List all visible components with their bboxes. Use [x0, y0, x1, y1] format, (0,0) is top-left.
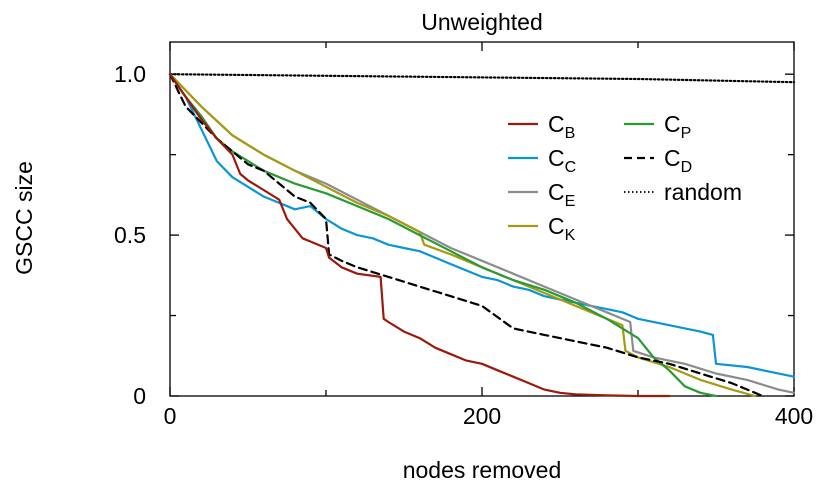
- x-tick-label: 400: [775, 403, 813, 429]
- y-tick-label: 1.0: [114, 61, 146, 87]
- series-line-c-d: [168, 73, 764, 398]
- legend-label-subscript: D: [681, 159, 693, 176]
- y-tick-label: 0.5: [114, 222, 146, 248]
- legend-label-c-k: CK: [548, 213, 576, 244]
- legend-label-c-b: CB: [548, 111, 575, 142]
- legend-label-c-d: CD: [664, 145, 692, 176]
- legend-label-random: random: [664, 179, 742, 205]
- legend-label-main: C: [664, 145, 681, 171]
- plot-frame: [169, 41, 795, 397]
- legend-label-subscript: B: [565, 125, 576, 142]
- chart-title: Unweighted: [421, 9, 542, 35]
- legend-label-c-c: CC: [548, 145, 576, 176]
- series-line-c-p: [168, 73, 718, 398]
- series-line-c-e: [168, 73, 796, 394]
- legend-label-subscript: C: [565, 159, 577, 176]
- legend-label-subscript: E: [565, 193, 576, 210]
- series-line-c-b: [168, 73, 671, 398]
- series-line-c-c: [168, 73, 796, 378]
- y-tick-label: 0: [133, 383, 146, 409]
- legend-label-subscript: K: [565, 227, 576, 244]
- legend-label-main: random: [664, 179, 742, 205]
- legend-label-c-p: CP: [664, 111, 691, 142]
- x-axis-label: nodes removed: [403, 457, 562, 483]
- series-line-random: [168, 73, 796, 84]
- legend-label-subscript: P: [681, 125, 692, 142]
- legend-label-main: C: [548, 179, 565, 205]
- legend-label-main: C: [664, 111, 681, 137]
- legend-label-main: C: [548, 213, 565, 239]
- legend-label-main: C: [548, 145, 565, 171]
- x-tick-label: 200: [463, 403, 501, 429]
- y-axis-label: GSCC size: [11, 161, 37, 275]
- legend-label-c-e: CE: [548, 179, 575, 210]
- legend-label-main: C: [548, 111, 565, 137]
- x-tick-label: 0: [164, 403, 177, 429]
